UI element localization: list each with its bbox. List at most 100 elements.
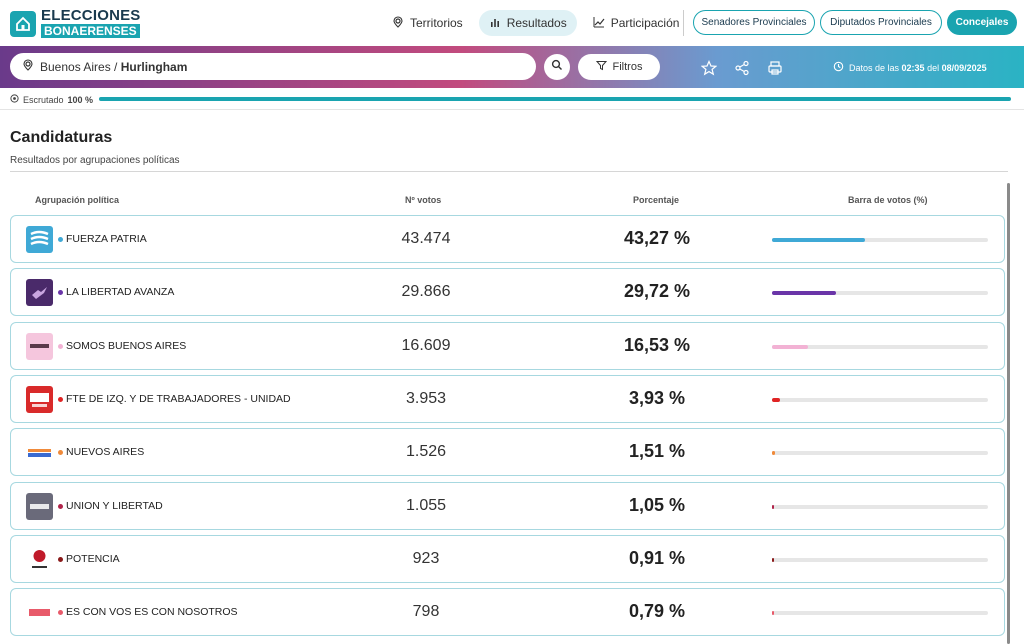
table-row[interactable]: UNION Y LIBERTAD 1.055 1,05 %: [10, 481, 1005, 530]
table-row[interactable]: FTE DE IZQ. Y DE TRABAJADORES - UNIDAD 3.…: [10, 374, 1005, 423]
search-icon: [551, 58, 563, 76]
potencia-logo: [26, 545, 53, 573]
top-header: ELECCIONES BONAERENSES Territorios Resul…: [0, 0, 1024, 46]
datetime-prefix: Datos de las: [849, 62, 902, 73]
concejales-button[interactable]: Concejales: [947, 10, 1017, 35]
filters-button[interactable]: Filtros: [578, 54, 660, 80]
nav-territorios[interactable]: Territorios: [382, 10, 473, 36]
vote-bar-track: [772, 238, 988, 242]
table-row[interactable]: ES CON VOS ES CON NOSOTROS 798 0,79 %: [10, 588, 1005, 637]
party-votes: 29.866: [401, 283, 451, 301]
somos-buenos-aires-logo: [26, 332, 53, 360]
search-place: Hurlingham: [120, 59, 188, 74]
party-percent: 1,05 %: [628, 494, 686, 515]
fit-unidad-logo: [26, 385, 53, 413]
party-name: UNION Y LIBERTAD: [66, 499, 163, 512]
party-color-dot: [58, 343, 63, 349]
col-header-party: Agrupación política: [35, 195, 120, 205]
party-votes: 923: [412, 549, 440, 567]
nav-label: Territorios: [410, 16, 463, 30]
col-header-votes: Nº votos: [405, 195, 442, 205]
vote-bar-fill: [772, 291, 837, 296]
party-percent: 0,91 %: [628, 547, 686, 568]
vote-bar-track: [772, 557, 988, 562]
search-region: Buenos Aires /: [40, 59, 121, 74]
map-pin-icon: [392, 15, 404, 31]
star-icon[interactable]: [700, 59, 718, 77]
nav-participacion[interactable]: Participación: [583, 10, 690, 36]
party-color-dot: [58, 237, 63, 242]
page-title: Candidaturas: [10, 129, 113, 146]
party-votes: 1.526: [405, 443, 447, 461]
home-icon: [10, 10, 36, 37]
vote-bar-track: [772, 611, 988, 616]
party-name: FTE DE IZQ. Y DE TRABAJADORES - UNIDAD: [66, 392, 291, 405]
location-icon: [22, 59, 34, 74]
party-votes: 16.609: [401, 336, 451, 354]
search-button[interactable]: [544, 54, 570, 80]
line-chart-icon: [593, 16, 605, 31]
nav-label: Participación: [610, 16, 680, 30]
diputados-provinciales-button[interactable]: Diputados Provinciales: [820, 10, 942, 35]
party-votes: 3.953: [405, 389, 447, 407]
share-icon[interactable]: [733, 59, 751, 77]
page-subtitle: Resultados por agrupaciones políticas: [10, 155, 180, 166]
party-percent: 1,51 %: [628, 441, 686, 462]
title-divider: [10, 171, 1008, 172]
party-name: LA LIBERTAD AVANZA: [66, 286, 175, 299]
senadores-provinciales-button[interactable]: Senadores Provinciales: [693, 10, 815, 35]
party-percent: 16,53 %: [623, 334, 691, 355]
datetime-date: 08/09/2025: [941, 62, 987, 73]
datetime-mid: del: [924, 62, 942, 73]
party-color-dot: [58, 503, 63, 509]
vote-bar-fill: [772, 611, 774, 616]
app-logo[interactable]: ELECCIONES BONAERENSES: [10, 8, 141, 39]
party-color-dot: [58, 290, 63, 296]
scrutiny-text: Escrutado: [23, 94, 64, 105]
table-row[interactable]: LA LIBERTAD AVANZA 29.866 29,72 %: [10, 268, 1005, 317]
party-name: NUEVOS AIRES: [66, 446, 145, 459]
print-icon[interactable]: [766, 59, 784, 77]
party-color-dot: [58, 610, 63, 616]
search-bar: Buenos Aires / Hurlingham Filtros Datos …: [0, 46, 1024, 88]
party-votes: 798: [412, 603, 440, 621]
location-search-input[interactable]: Buenos Aires / Hurlingham: [10, 53, 536, 80]
vote-bar-fill: [772, 238, 866, 242]
datetime-time: 02:35: [901, 62, 925, 73]
party-percent: 3,93 %: [628, 387, 686, 408]
vote-bar-track: [772, 504, 988, 509]
union-y-libertad-logo: [26, 492, 53, 520]
nav-resultados[interactable]: Resultados: [478, 10, 577, 36]
scrutiny-value: 100 %: [67, 94, 94, 105]
nav-divider: [683, 10, 684, 36]
party-percent: 29,72 %: [623, 281, 691, 302]
vote-bar-track: [772, 291, 988, 296]
es-con-vos-logo: [26, 599, 53, 627]
vote-bar-fill: [772, 344, 808, 349]
table-row[interactable]: SOMOS BUENOS AIRES 16.609 16,53 %: [10, 321, 1005, 370]
party-votes: 43.474: [401, 230, 451, 247]
party-name: SOMOS BUENOS AIRES: [66, 339, 187, 352]
party-color-dot: [58, 556, 63, 562]
scrutiny-label: Escrutado 100 %: [10, 94, 93, 105]
target-icon: [10, 94, 19, 105]
filters-label: Filtros: [612, 61, 643, 73]
vote-bar-fill: [772, 397, 781, 402]
table-row[interactable]: POTENCIA 923 0,91 %: [10, 534, 1005, 583]
bar-chart-icon: [489, 16, 501, 31]
party-percent: 0,79 %: [628, 601, 686, 622]
la-libertad-avanza-logo: [26, 279, 53, 307]
table-row[interactable]: FUERZA PATRIA 43.474 43,27 %: [10, 215, 1005, 263]
scrollbar[interactable]: [1007, 183, 1010, 644]
party-color-dot: [58, 396, 63, 402]
party-percent: 43,27 %: [623, 228, 691, 248]
table-row[interactable]: NUEVOS AIRES 1.526 1,51 %: [10, 428, 1005, 477]
party-name: ES CON VOS ES CON NOSOTROS: [66, 606, 238, 619]
vote-bar-fill: [772, 557, 774, 562]
logo-subtitle: BONAERENSES: [41, 24, 140, 38]
vote-bar-fill: [772, 504, 775, 509]
vote-bar-track: [772, 397, 988, 402]
col-header-bar: Barra de votos (%): [848, 195, 928, 205]
scrutiny-progress: Escrutado 100 %: [0, 88, 1024, 110]
main-nav: Territorios Resultados Participación: [382, 10, 689, 36]
